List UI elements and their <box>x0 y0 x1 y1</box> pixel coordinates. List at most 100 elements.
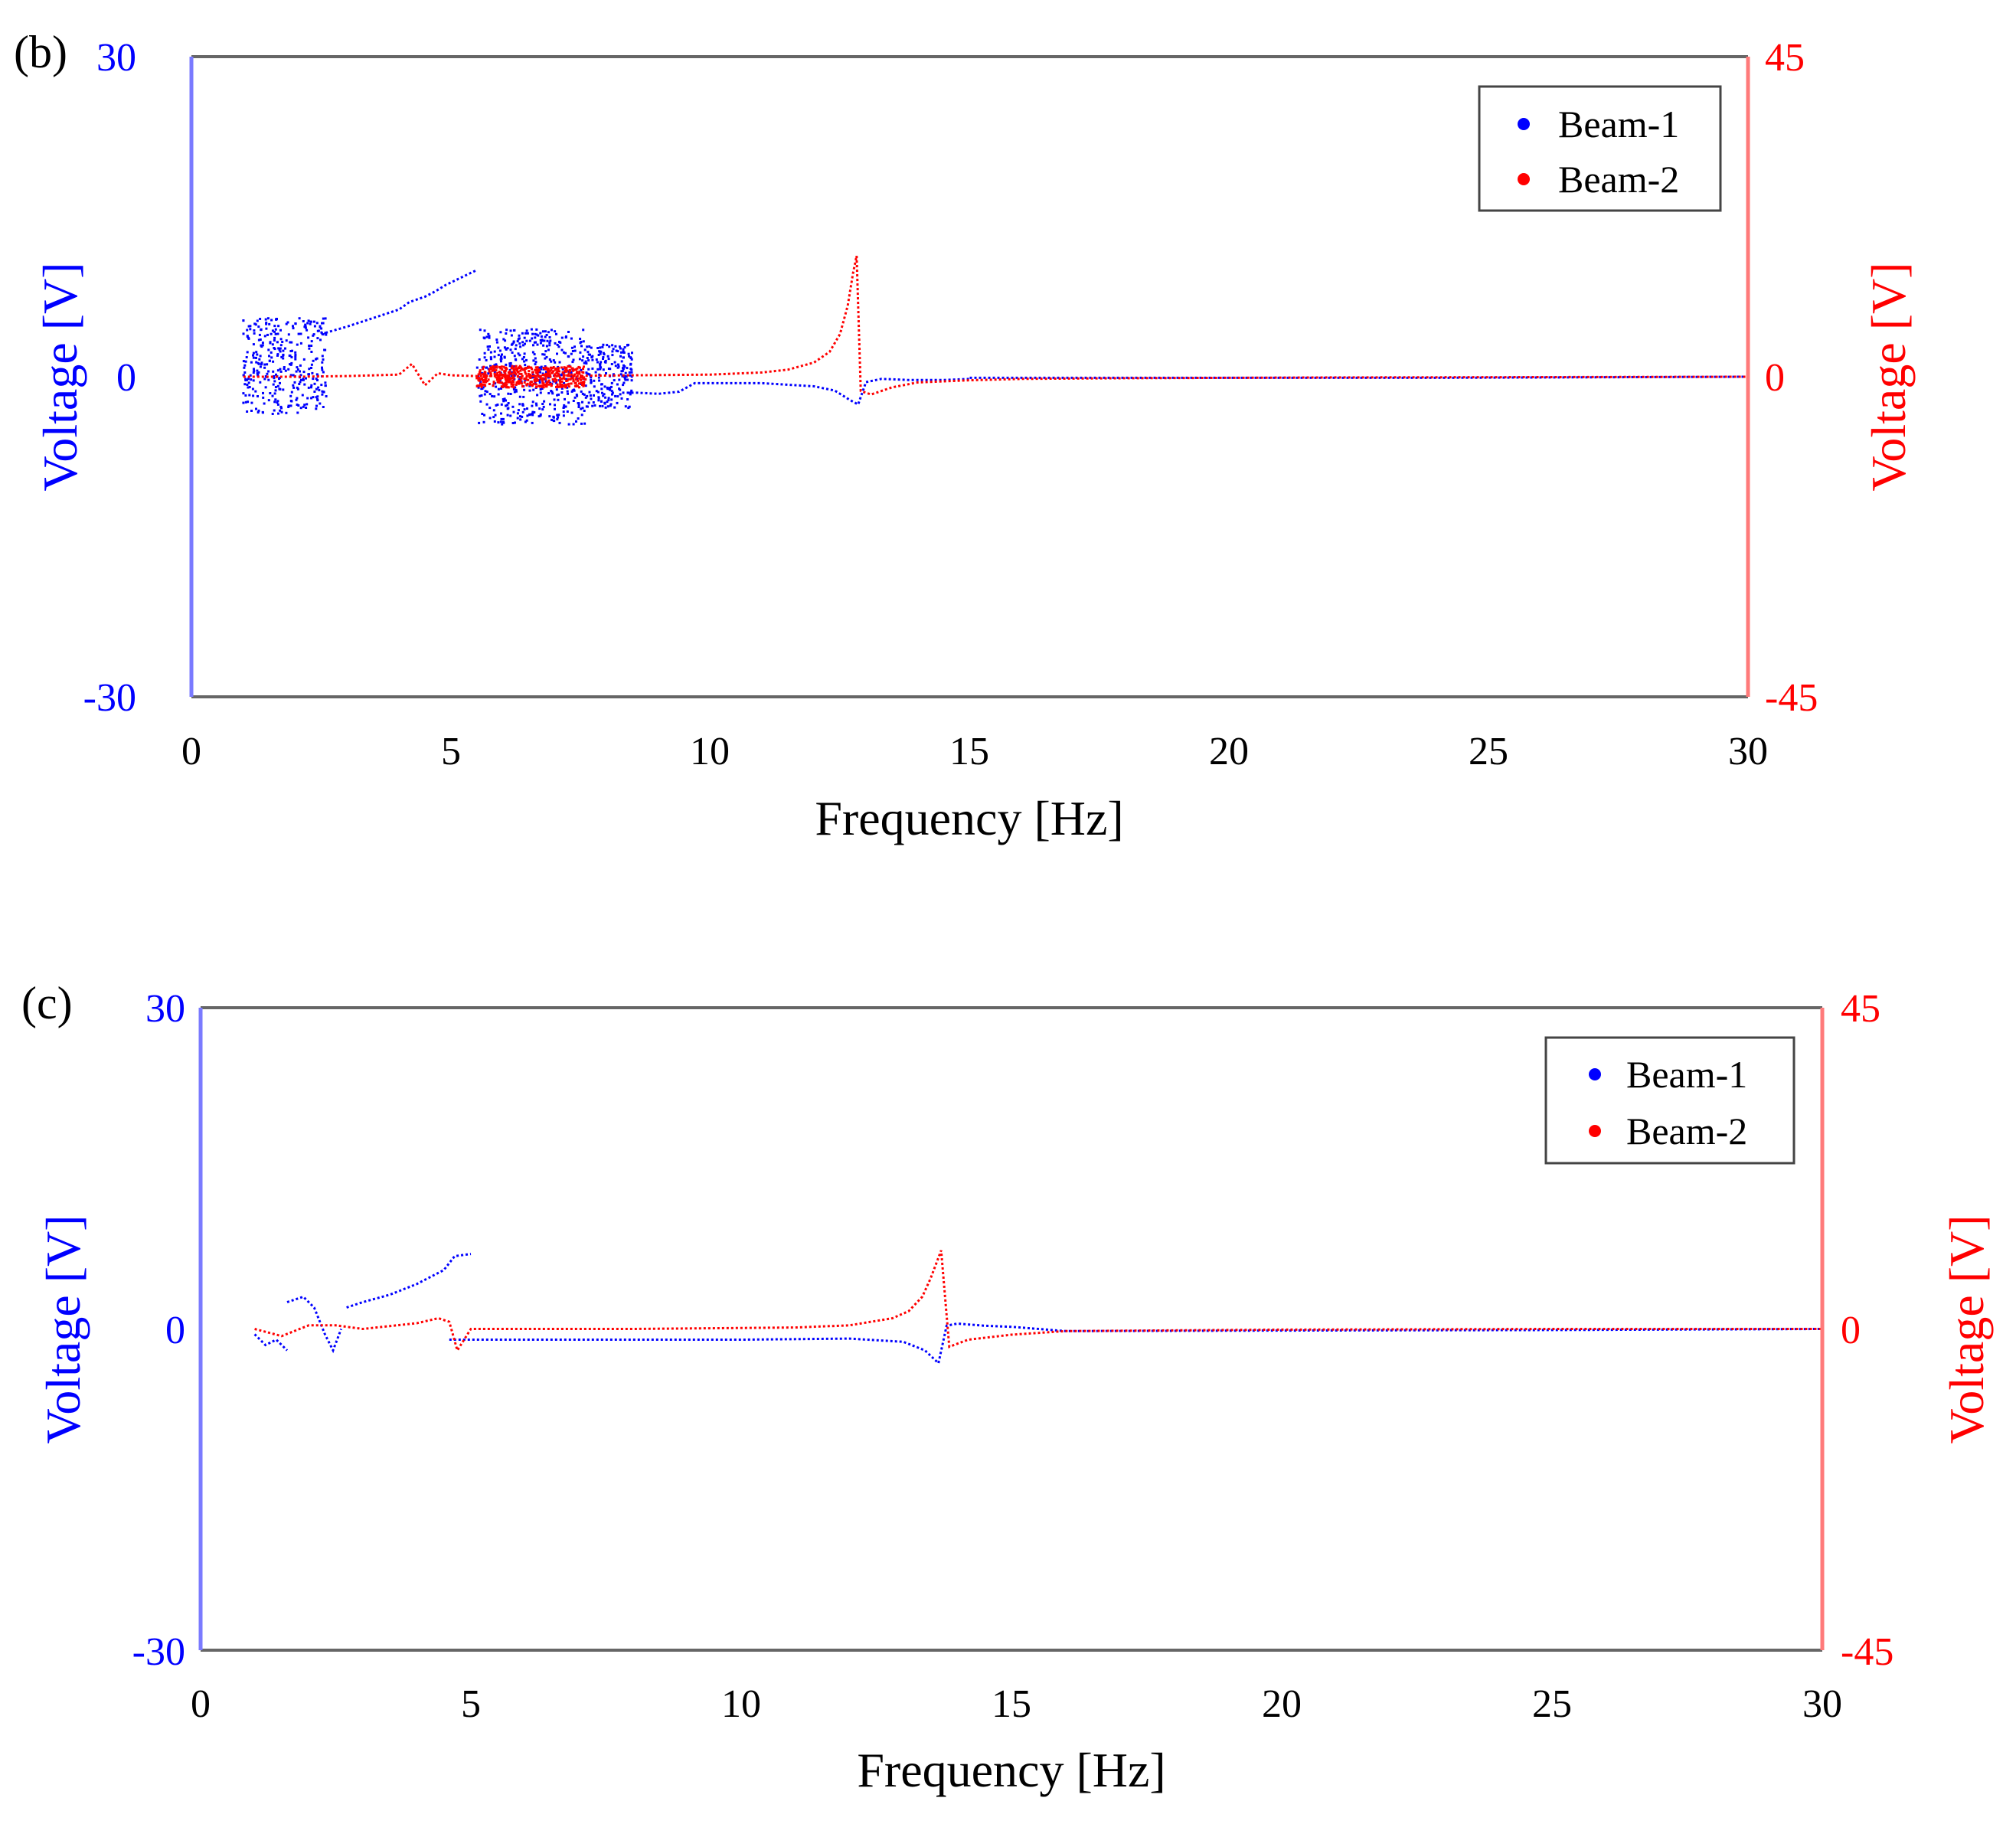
scatter-point-beam-2 <box>504 377 507 380</box>
scatter-point-beam-2 <box>580 378 583 381</box>
scatter-point-beam-1 <box>575 420 577 423</box>
scatter-point-beam-1 <box>495 404 498 407</box>
series-curve-beam-1 <box>320 269 478 335</box>
scatter-point-beam-1 <box>580 407 583 410</box>
scatter-point-beam-2 <box>489 371 492 374</box>
scatter-point-beam-1 <box>511 342 514 345</box>
scatter-point-beam-1 <box>514 386 517 389</box>
scatter-point-beam-1 <box>252 351 255 355</box>
scatter-point-beam-2 <box>554 368 557 371</box>
scatter-point-beam-2 <box>508 373 511 376</box>
scatter-point-beam-1 <box>321 393 324 396</box>
scatter-point-beam-1 <box>545 355 548 358</box>
scatter-point-beam-1 <box>528 414 531 417</box>
scatter-point-beam-1 <box>250 378 253 381</box>
scatter-point-beam-1 <box>260 363 263 366</box>
scatter-point-beam-1 <box>509 414 512 417</box>
scatter-point-beam-1 <box>268 359 271 362</box>
scatter-point-beam-1 <box>312 378 315 381</box>
scatter-point-beam-1 <box>631 351 633 355</box>
scatter-point-beam-1 <box>572 358 575 361</box>
scatter-point-beam-1 <box>499 331 502 334</box>
scatter-point-beam-1 <box>284 347 286 350</box>
scatter-point-beam-1 <box>591 358 594 361</box>
scatter-point-beam-1 <box>310 345 313 347</box>
scatter-point-beam-2 <box>491 369 494 372</box>
scatter-point-beam-1 <box>268 355 270 358</box>
scatter-point-beam-2 <box>547 379 551 382</box>
scatter-point-beam-1 <box>541 338 544 342</box>
scatter-point-beam-1 <box>617 365 620 368</box>
scatter-point-beam-1 <box>580 345 583 348</box>
scatter-point-beam-2 <box>547 381 550 384</box>
scatter-point-beam-1 <box>282 388 285 391</box>
scatter-point-beam-1 <box>278 378 280 381</box>
scatter-point-beam-1 <box>247 336 250 339</box>
scatter-point-beam-1 <box>613 361 616 364</box>
scatter-point-beam-1 <box>572 400 575 402</box>
scatter-point-beam-2 <box>531 371 534 374</box>
scatter-point-beam-1 <box>279 347 282 350</box>
scatter-point-beam-2 <box>531 368 534 371</box>
scatter-point-beam-1 <box>267 399 270 402</box>
scatter-point-beam-2 <box>479 372 482 375</box>
y-right-tick-label: -45 <box>1841 1630 1893 1674</box>
scatter-point-beam-2 <box>542 382 545 385</box>
scatter-point-beam-1 <box>290 361 293 364</box>
scatter-point-beam-1 <box>609 404 612 407</box>
scatter-point-beam-1 <box>502 417 505 420</box>
scatter-point-beam-2 <box>516 371 519 374</box>
scatter-point-beam-1 <box>623 377 626 380</box>
scatter-point-beam-1 <box>555 388 558 391</box>
scatter-point-beam-1 <box>594 371 597 374</box>
scatter-point-beam-1 <box>248 386 251 388</box>
scatter-point-beam-1 <box>270 332 273 335</box>
scatter-point-beam-1 <box>279 344 283 347</box>
scatter-point-beam-2 <box>554 373 557 376</box>
scatter-point-beam-1 <box>607 397 610 400</box>
scatter-point-beam-1 <box>265 322 268 324</box>
scatter-point-beam-1 <box>259 365 262 368</box>
scatter-point-beam-1 <box>583 393 586 396</box>
scatter-point-beam-2 <box>582 377 585 380</box>
scatter-point-beam-2 <box>500 365 503 368</box>
scatter-point-beam-1 <box>505 363 508 366</box>
scatter-point-beam-1 <box>296 368 299 371</box>
scatter-point-beam-2 <box>548 370 551 373</box>
scatter-point-beam-1 <box>524 332 527 335</box>
scatter-point-beam-1 <box>595 358 598 361</box>
scatter-point-beam-1 <box>322 358 325 361</box>
scatter-point-beam-1 <box>540 335 543 338</box>
scatter-point-beam-1 <box>606 400 609 404</box>
scatter-point-beam-1 <box>630 368 633 371</box>
scatter-point-beam-1 <box>270 319 273 322</box>
scatter-point-beam-1 <box>626 367 629 370</box>
scatter-point-beam-1 <box>508 368 511 371</box>
scatter-point-beam-1 <box>252 379 255 382</box>
scatter-point-beam-2 <box>547 368 550 371</box>
scatter-point-beam-2 <box>578 386 580 389</box>
scatter-point-beam-1 <box>316 397 319 400</box>
scatter-point-beam-2 <box>551 367 554 370</box>
scatter-point-beam-1 <box>503 346 506 349</box>
scatter-point-beam-2 <box>529 384 532 386</box>
scatter-point-beam-1 <box>518 378 521 381</box>
scatter-point-beam-2 <box>498 377 502 380</box>
scatter-point-beam-1 <box>531 351 534 354</box>
series-curve-beam-1 <box>346 1253 472 1309</box>
scatter-point-beam-1 <box>577 406 580 408</box>
scatter-point-beam-1 <box>299 381 302 384</box>
scatter-point-beam-1 <box>626 344 629 347</box>
scatter-point-beam-1 <box>276 354 279 357</box>
scatter-point-beam-2 <box>567 372 570 375</box>
scatter-point-beam-1 <box>612 348 615 351</box>
scatter-point-beam-1 <box>558 361 561 364</box>
scatter-point-beam-1 <box>306 397 309 400</box>
scatter-point-beam-1 <box>325 395 328 397</box>
scatter-point-beam-1 <box>580 414 583 417</box>
scatter-point-beam-1 <box>249 328 252 331</box>
scatter-point-beam-2 <box>583 365 585 368</box>
scatter-point-beam-1 <box>492 409 495 412</box>
scatter-point-beam-1 <box>514 421 516 424</box>
scatter-point-beam-1 <box>282 357 285 360</box>
